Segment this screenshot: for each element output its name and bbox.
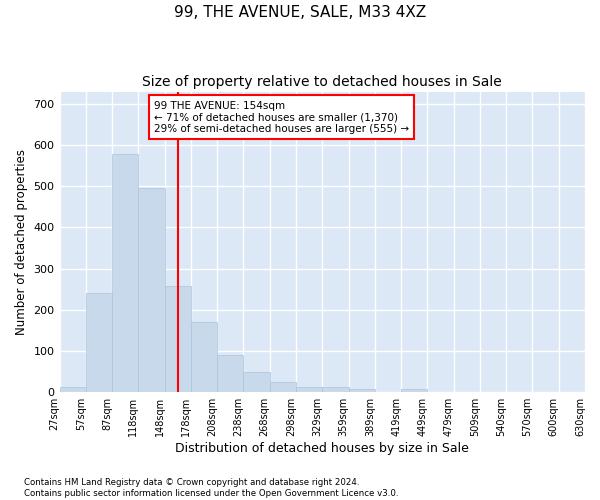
Bar [59,387,86,392]
Bar [349,389,375,392]
Text: 99 THE AVENUE: 154sqm
← 71% of detached houses are smaller (1,370)
29% of semi-d: 99 THE AVENUE: 154sqm ← 71% of detached … [154,100,409,134]
Bar [296,387,322,392]
Bar [401,390,427,392]
Text: Contains HM Land Registry data © Crown copyright and database right 2024.
Contai: Contains HM Land Registry data © Crown c… [24,478,398,498]
Bar [322,388,349,392]
X-axis label: Distribution of detached houses by size in Sale: Distribution of detached houses by size … [175,442,469,455]
Bar [217,355,244,392]
Bar [244,372,270,392]
Y-axis label: Number of detached properties: Number of detached properties [15,149,28,335]
Text: 99, THE AVENUE, SALE, M33 4XZ: 99, THE AVENUE, SALE, M33 4XZ [174,5,426,20]
Title: Size of property relative to detached houses in Sale: Size of property relative to detached ho… [142,75,502,89]
Bar [139,188,164,392]
Bar [86,294,112,392]
Bar [191,322,217,392]
Bar [112,154,139,392]
Bar [164,286,191,392]
Bar [270,382,296,392]
